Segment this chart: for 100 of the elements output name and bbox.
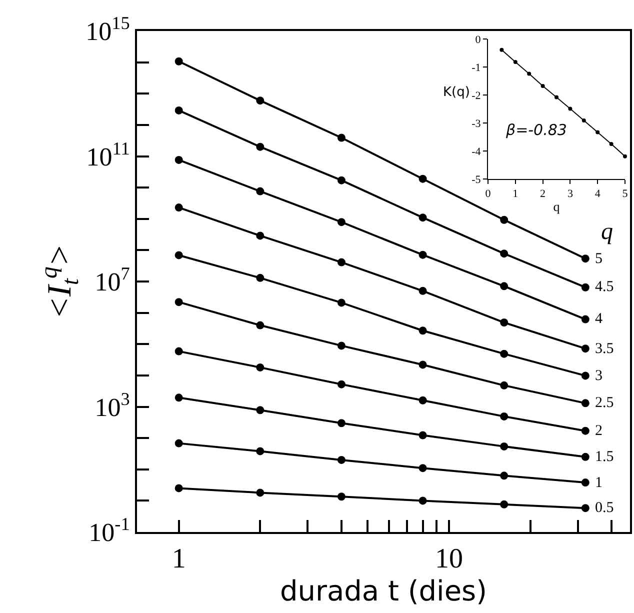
point [174, 156, 183, 164]
point [256, 447, 264, 456]
series-label: 2 [595, 423, 602, 439]
point [256, 142, 264, 151]
point [500, 282, 508, 290]
point [418, 360, 427, 369]
point [500, 350, 508, 358]
point [174, 298, 183, 306]
point [337, 298, 346, 307]
point [540, 84, 545, 88]
y-tick-label: -1 [472, 62, 481, 74]
point [337, 380, 346, 388]
point [581, 399, 590, 408]
y-tick-label: 10$^{-1}$ [88, 514, 130, 548]
point [337, 456, 346, 464]
point [256, 274, 264, 282]
point [418, 250, 427, 259]
point [337, 342, 346, 350]
y-tick-label: 10$^{7}$ [94, 264, 130, 297]
series-label: 2.5 [595, 395, 614, 411]
point [256, 96, 264, 105]
series-label: 3.5 [595, 341, 614, 357]
point [337, 134, 346, 142]
legend-title: q [601, 219, 613, 245]
point [418, 464, 427, 472]
point [256, 488, 264, 497]
y-axis-title: K(q) [443, 85, 470, 100]
series-label: 0.5 [595, 500, 614, 516]
point [500, 412, 508, 420]
point [527, 72, 532, 76]
point [568, 106, 572, 111]
y-tick-label: 0 [475, 34, 482, 46]
x-tick-label: 4 [594, 188, 601, 200]
x-tick-label: 10 [434, 544, 463, 575]
point [581, 426, 590, 435]
point [500, 216, 508, 224]
point [337, 419, 346, 428]
point [581, 254, 590, 263]
series-label: 3 [595, 368, 602, 384]
point [500, 250, 508, 258]
point [596, 130, 600, 134]
point [174, 439, 183, 448]
point [337, 492, 346, 501]
point [581, 315, 590, 324]
point [500, 442, 508, 450]
x-tick-label: 2 [540, 188, 546, 200]
point [581, 372, 590, 380]
point [418, 174, 427, 183]
point [500, 472, 508, 480]
point [418, 326, 427, 335]
point [418, 431, 427, 440]
point [581, 452, 590, 461]
point [174, 106, 183, 114]
point [337, 258, 346, 266]
y-tick-label: 10$^{11}$ [86, 138, 130, 172]
point [256, 363, 264, 372]
y-tick-label: 10$^{15}$ [86, 13, 130, 46]
point [582, 118, 586, 122]
x-axis-title: q [553, 198, 560, 214]
x-tick-label: 3 [567, 188, 574, 200]
point [500, 318, 508, 327]
point [418, 214, 427, 222]
series-label: 1.5 [595, 449, 614, 465]
annotation: β=-0.83 [505, 121, 567, 139]
point [581, 504, 590, 512]
point [500, 48, 504, 52]
series-label: 1 [595, 475, 602, 491]
point [174, 347, 183, 356]
x-tick-label: 0 [485, 188, 492, 200]
point [500, 500, 508, 508]
y-tick-label: -4 [472, 146, 482, 158]
y-tick-label: -5 [472, 174, 482, 186]
point [174, 251, 183, 260]
point [513, 60, 518, 64]
y-tick-label: -2 [472, 90, 481, 102]
y-tick-label: -3 [472, 118, 482, 130]
point [337, 218, 346, 226]
y-tick-label: 10$^{3}$ [94, 388, 130, 422]
point [256, 232, 264, 240]
point [256, 321, 264, 330]
point [174, 394, 183, 402]
point [623, 154, 627, 158]
x-axis-title: durada t (dies) [280, 574, 488, 608]
point [581, 283, 590, 292]
x-tick-label: 5 [622, 188, 628, 200]
point [256, 406, 264, 414]
point [174, 204, 183, 212]
point [418, 286, 427, 295]
point [174, 57, 183, 66]
point [554, 95, 558, 100]
series-label: 4 [595, 311, 603, 327]
point [174, 484, 183, 492]
point [418, 396, 427, 404]
point [581, 344, 590, 353]
point [418, 496, 427, 505]
series-label: 5 [595, 251, 602, 267]
point [581, 478, 590, 487]
point [337, 176, 346, 184]
point [609, 142, 614, 146]
point [256, 187, 264, 196]
